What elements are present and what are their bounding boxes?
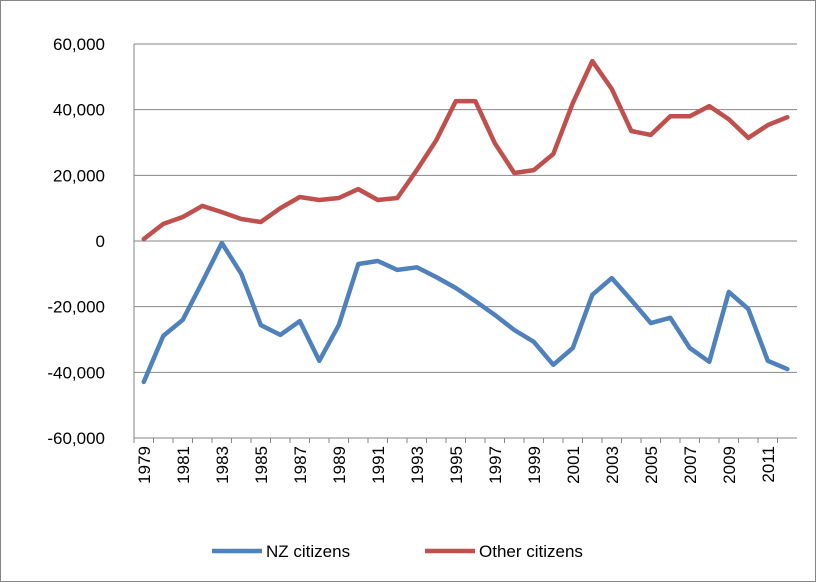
x-tick-label: 1979 [135, 446, 154, 484]
x-tick-label: 2009 [720, 446, 739, 484]
x-tick-label: 1985 [252, 446, 271, 484]
x-tick-label: 2007 [681, 446, 700, 484]
y-tick-label: 0 [96, 232, 105, 251]
x-tick-label: 2001 [564, 446, 583, 484]
legend-label: Other citizens [479, 542, 583, 561]
data-line [141, 240, 790, 385]
y-tick-label: 20,000 [53, 166, 105, 185]
x-tick-label: 1993 [408, 446, 427, 484]
x-tick-label: 2011 [759, 446, 778, 483]
y-tick-label: -20,000 [47, 298, 105, 317]
x-tick-label: 1981 [174, 446, 193, 484]
x-tick-label: 2005 [642, 446, 661, 484]
x-tick-label: 1999 [525, 446, 544, 484]
x-tick-label: 1989 [330, 446, 349, 484]
x-tick-label: 1983 [213, 446, 232, 484]
x-tick-label: 1997 [486, 446, 505, 484]
y-tick-label: 60,000 [53, 35, 105, 54]
y-tick-label: -60,000 [47, 429, 105, 448]
x-tick-label: 1987 [291, 446, 310, 484]
legend-label: NZ citizens [266, 542, 350, 561]
y-tick-label: -40,000 [47, 363, 105, 382]
data-line [141, 58, 790, 242]
x-tick-label: 1995 [447, 446, 466, 484]
y-tick-label: 40,000 [53, 101, 105, 120]
x-tick-label: 2003 [603, 446, 622, 484]
x-tick-label: 1991 [369, 446, 388, 484]
